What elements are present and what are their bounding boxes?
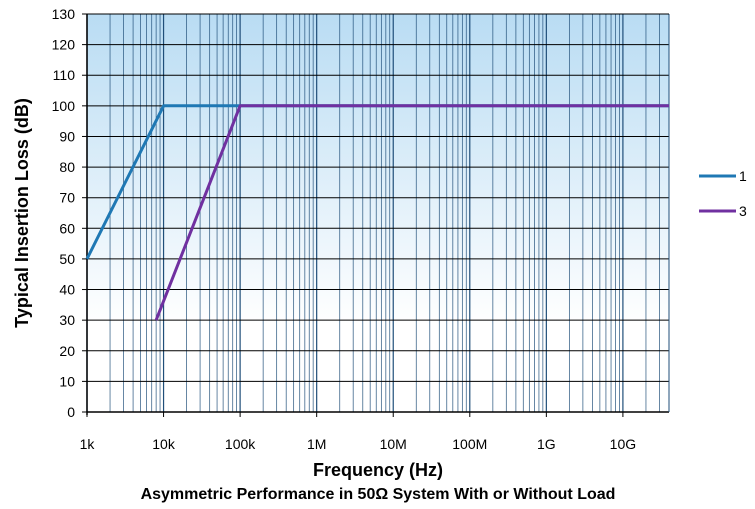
y-axis-title: Typical Insertion Loss (dB)	[12, 98, 32, 328]
grid	[86, 13, 670, 413]
x-tick-labels: 1k 10k 100k 1M 10M 100M 1G 10G	[80, 436, 637, 452]
chart-subtitle: Asymmetric Performance in 50Ω System Wit…	[141, 486, 616, 503]
y-tick-label: 120	[52, 37, 76, 53]
y-tick-label: 130	[52, 6, 76, 22]
x-tick-label: 10M	[380, 436, 407, 452]
series-lines	[85, 104, 669, 321]
x-axis-title: Frequency (Hz)	[313, 460, 443, 480]
x-tick-label: 100M	[452, 436, 487, 452]
x-tick-label: 1M	[307, 436, 326, 452]
y-tick-label: 100	[52, 98, 76, 114]
y-tick-label: 50	[59, 251, 75, 267]
plot-area	[87, 14, 669, 412]
x-tick-label: 10G	[610, 436, 636, 452]
legend-label-1: 1	[739, 168, 747, 184]
axes	[82, 13, 670, 417]
y-tick-label: 0	[67, 404, 75, 420]
y-tick-label: 40	[59, 282, 75, 298]
y-tick-label: 90	[59, 128, 75, 144]
y-tick-labels: 0 10 20 30 40 50 60 70 80 90 100 110 120 130	[52, 6, 76, 420]
legend-label-3: 3	[739, 203, 747, 219]
y-tick-label: 110	[53, 67, 76, 83]
y-tick-label: 70	[59, 190, 75, 206]
y-tick-label: 30	[59, 312, 75, 328]
y-tick-label: 10	[59, 373, 75, 389]
legend: 13	[699, 168, 747, 219]
series-line-3	[154, 104, 669, 321]
y-tick-label: 20	[59, 343, 75, 359]
y-tick-label: 60	[59, 220, 75, 236]
y-tick-label: 80	[59, 159, 75, 175]
x-tick-label: 1k	[80, 436, 96, 452]
x-tick-label: 1G	[537, 436, 556, 452]
x-tick-label: 100k	[225, 436, 256, 452]
x-tick-label: 10k	[152, 436, 176, 452]
